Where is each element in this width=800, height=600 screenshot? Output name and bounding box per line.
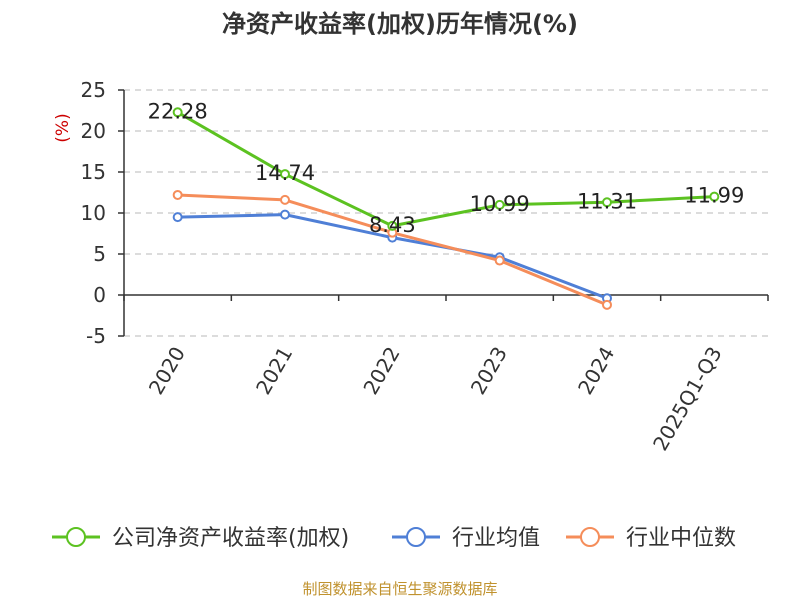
data-label: 8.43 (369, 213, 416, 237)
y-tick-label: 10 (81, 201, 106, 225)
data-point (494, 199, 505, 210)
y-tick-label: -5 (86, 324, 106, 348)
x-tick-label: 2024 (573, 343, 619, 399)
data-point (387, 220, 398, 231)
data-label: 11.31 (577, 189, 637, 213)
x-tick-label: 2022 (358, 343, 404, 399)
data-point (172, 212, 183, 223)
legend-label: 行业均值 (452, 526, 540, 551)
data-label: 22.28 (148, 99, 208, 123)
legend-circle-marker (66, 527, 86, 547)
x-tick-label: 2021 (251, 343, 297, 399)
y-tick-label: 15 (81, 160, 106, 184)
data-point (602, 299, 612, 310)
data-label-layer: 22.28 14.74 8.43 10.99 11.31 11.99 (148, 99, 745, 237)
axis-layer: -5 0 5 10 15 20 25 2020 2021 2022 2023 2024 2025Q1-Q… (81, 78, 769, 455)
data-point (280, 194, 290, 205)
data-label: 10.99 (470, 192, 530, 216)
series-line (177, 193, 608, 307)
data-label: 14.74 (255, 161, 315, 185)
grid-layer (124, 89, 768, 337)
x-tick-label: 2020 (144, 343, 190, 399)
legend: 公司净资产收益率(加权) 行业均值 行业中位数 (52, 526, 736, 551)
data-point (172, 107, 183, 118)
data-point (602, 197, 612, 208)
y-tick-label: 0 (93, 283, 106, 307)
legend-label: 公司净资产收益率(加权) (112, 526, 349, 551)
data-label: 11.99 (684, 184, 744, 208)
x-tick-label: 2023 (466, 342, 512, 398)
series-layer (172, 107, 720, 310)
source-note: 制图数据来自恒生聚源数据库 (302, 580, 497, 598)
data-point (709, 191, 720, 202)
y-axis-label: (%) (53, 113, 73, 142)
legend-label: 行业中位数 (626, 526, 736, 551)
x-tick-label: 2025Q1-Q3 (648, 343, 727, 455)
legend-circle-marker (580, 527, 600, 547)
data-point (280, 169, 290, 180)
legend-circle-marker (406, 527, 426, 547)
y-tick-label: 20 (81, 119, 106, 143)
data-point (494, 255, 505, 266)
y-tick-label: 25 (81, 78, 106, 102)
data-point (280, 209, 290, 220)
y-tick-label: 5 (93, 242, 106, 266)
data-point (172, 189, 183, 200)
chart-title: 净资产收益率(加权)历年情况(%) (222, 10, 578, 38)
series-line (176, 111, 715, 228)
